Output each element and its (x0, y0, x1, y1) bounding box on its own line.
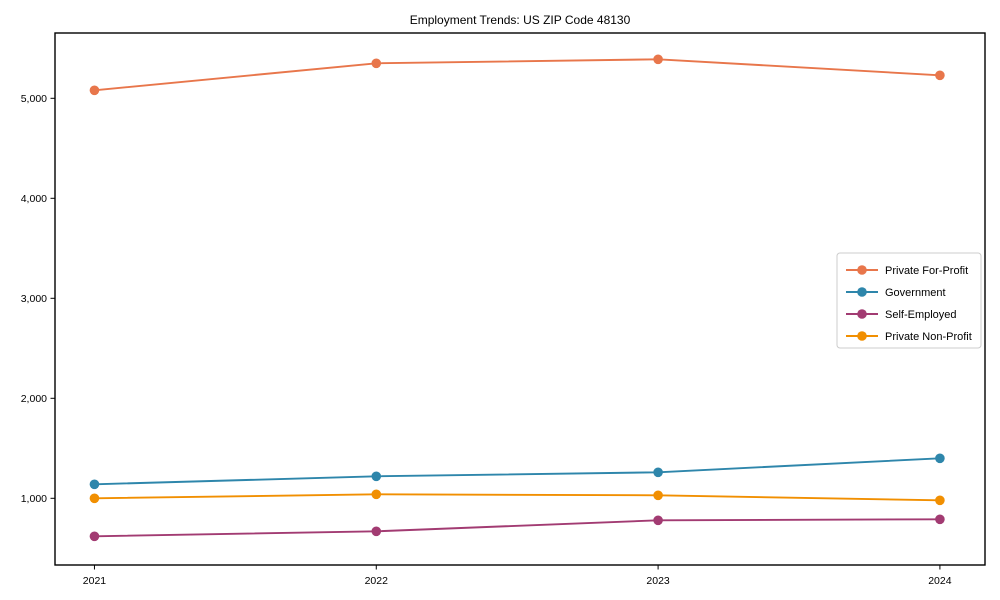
y-tick-label: 1,000 (21, 493, 47, 505)
series-line (94, 493, 940, 502)
data-point-marker (653, 490, 663, 501)
data-point-marker (653, 467, 663, 478)
x-tick-label: 2021 (83, 575, 107, 587)
plot-frame (54, 32, 986, 566)
legend-item-label: Government (885, 287, 946, 299)
data-point-marker (935, 453, 945, 464)
data-point-marker (935, 514, 945, 525)
legend-marker-dot (857, 265, 867, 275)
chart-title: Employment Trends: US ZIP Code 48130 (410, 13, 631, 27)
legend-item-label: Self-Employed (885, 309, 957, 321)
x-tick-label: 2023 (646, 575, 670, 587)
data-point-marker (89, 85, 100, 96)
x-tick-label: 2024 (928, 575, 952, 587)
legend-item-label: Private Non-Profit (885, 331, 972, 343)
data-point-marker (653, 515, 663, 526)
data-point-marker (935, 495, 945, 506)
y-tick-label: 2,000 (21, 393, 47, 405)
y-tick-label: 4,000 (21, 193, 47, 205)
data-point-marker (935, 70, 945, 81)
data-point-marker (371, 489, 382, 500)
data-point-marker (371, 58, 382, 69)
y-tick-label: 5,000 (21, 93, 47, 105)
legend-marker-dot (857, 287, 867, 297)
data-point-marker (371, 471, 382, 482)
plot-area: 1,000 2,000 3,000 4,000 5,000 2021 2022 2023 202… (21, 32, 986, 587)
data-point-marker (653, 54, 663, 65)
y-tick-label: 3,000 (21, 293, 47, 305)
legend-box (836, 252, 982, 349)
data-point-marker (89, 531, 100, 542)
legend-marker-dot (857, 309, 867, 319)
legend-marker-dot (857, 331, 867, 341)
data-point-marker (89, 479, 100, 490)
legend-item-label: Private For-Profit (885, 265, 968, 277)
series-line (94, 58, 940, 92)
series-line (94, 518, 940, 538)
x-tick-label: 2022 (365, 575, 389, 587)
series-line (94, 457, 940, 486)
data-point-marker (89, 493, 100, 504)
data-point-marker (371, 526, 382, 537)
